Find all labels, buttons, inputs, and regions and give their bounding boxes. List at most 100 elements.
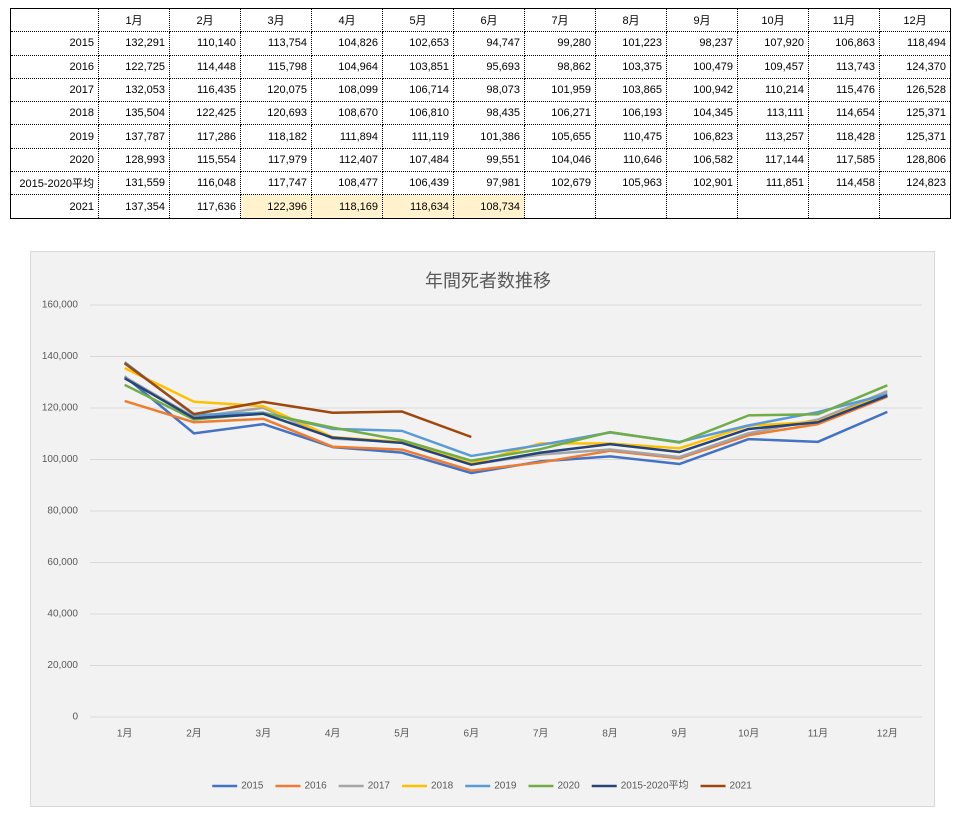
legend-label: 2015-2020平均 xyxy=(621,780,689,792)
y-tick-label: 100,000 xyxy=(42,454,79,465)
y-tick-label: 40,000 xyxy=(47,609,78,620)
data-table: 1月 2月 3月 4月 5月 6月 7月 8月 9月 10月 11月 12月 2015 132,291 11… xyxy=(10,7,951,219)
cell: 98,435 xyxy=(453,101,525,126)
legend-label: 2018 xyxy=(431,781,454,792)
x-tick-label: 6月 xyxy=(464,728,480,740)
cell: 110,214 xyxy=(737,77,809,103)
cell: 128,993 xyxy=(98,147,170,173)
legend-label: 2019 xyxy=(494,781,517,792)
empty-cell xyxy=(808,194,880,219)
x-tick-label: 7月 xyxy=(533,728,549,740)
cell: 99,551 xyxy=(453,147,525,173)
x-tick-label: 1月 xyxy=(117,728,133,740)
cell: 116,435 xyxy=(169,77,241,103)
x-tick-label: 5月 xyxy=(394,728,410,740)
cell: 100,479 xyxy=(666,54,738,79)
header-cell: 11月 xyxy=(808,7,880,33)
header-cell: 2月 xyxy=(169,7,241,33)
cell: 98,862 xyxy=(524,54,596,79)
cell: 101,959 xyxy=(524,77,596,103)
y-tick-label: 120,000 xyxy=(42,403,79,414)
x-tick-label: 8月 xyxy=(602,728,618,740)
cell: 106,863 xyxy=(808,31,880,56)
y-tick-label: 160,000 xyxy=(42,300,79,311)
x-tick-label: 4月 xyxy=(325,728,341,740)
series-line xyxy=(124,366,888,465)
header-cell: 6月 xyxy=(453,7,525,33)
cell: 126,528 xyxy=(879,77,951,103)
legend-label: 2017 xyxy=(368,781,391,792)
cell: 110,646 xyxy=(595,147,667,173)
series-line xyxy=(123,362,472,439)
cell: 109,457 xyxy=(737,54,809,79)
cell: 125,371 xyxy=(879,101,951,126)
table-row: 2020 128,993 115,554 117,979 112,407 107,484 9… xyxy=(10,147,951,173)
empty-cell xyxy=(737,194,809,219)
header-row: 1月 2月 3月 4月 5月 6月 7月 8月 9月 10月 11月 12月 xyxy=(10,7,951,33)
empty-cell xyxy=(595,194,667,219)
cell: 99,280 xyxy=(524,31,596,56)
cell: 137,354 xyxy=(98,194,170,219)
cell: 118,169 xyxy=(311,194,383,219)
chart-title: 年間死者数推移 xyxy=(425,271,551,291)
cell: 106,193 xyxy=(595,101,667,126)
header-cell: 7月 xyxy=(524,7,596,33)
table-row: 2016 122,725 114,448 115,798 104,964 103,851 9… xyxy=(10,54,951,79)
table-row: 2019 137,787 117,286 118,182 111,894 111,119 1… xyxy=(10,124,951,149)
empty-cell xyxy=(879,194,951,219)
cell: 118,634 xyxy=(382,194,454,219)
cell: 112,407 xyxy=(311,147,383,173)
cell: 115,476 xyxy=(808,77,880,103)
cell: 117,636 xyxy=(169,194,241,219)
cell: 98,073 xyxy=(453,77,525,103)
cell: 100,942 xyxy=(666,77,738,103)
series-line xyxy=(124,377,888,466)
cell: 113,257 xyxy=(737,124,809,149)
x-tick-label: 9月 xyxy=(672,728,688,740)
cell: 117,144 xyxy=(737,147,809,173)
x-tick-label: 3月 xyxy=(256,728,272,740)
header-cell: 12月 xyxy=(879,7,951,33)
cell: 108,477 xyxy=(311,171,383,196)
header-cell: 9月 xyxy=(666,7,738,33)
cell: 106,439 xyxy=(382,171,454,196)
cell: 97,981 xyxy=(453,171,525,196)
series-line xyxy=(124,395,888,472)
y-tick-label: 60,000 xyxy=(47,557,78,568)
y-tick-label: 140,000 xyxy=(42,351,79,362)
row-label: 2015 xyxy=(10,31,99,56)
cell: 94,747 xyxy=(453,31,525,56)
cell: 118,428 xyxy=(808,124,880,149)
x-tick-label: 2月 xyxy=(186,728,202,740)
legend-label: 2016 xyxy=(304,781,327,792)
x-tick-label: 10月 xyxy=(738,728,759,740)
cell: 111,894 xyxy=(311,124,383,149)
cell: 105,963 xyxy=(595,171,667,196)
legend-label: 2015 xyxy=(241,781,264,792)
y-tick-label: 20,000 xyxy=(47,660,78,671)
cell: 107,484 xyxy=(382,147,454,173)
legend-label: 2021 xyxy=(730,781,753,792)
cell: 117,585 xyxy=(808,147,880,173)
cell: 108,099 xyxy=(311,77,383,103)
empty-cell xyxy=(524,194,596,219)
cell: 104,345 xyxy=(666,101,738,126)
cell: 122,396 xyxy=(240,194,312,219)
cell: 122,425 xyxy=(169,101,241,126)
chart-area xyxy=(30,251,935,807)
legend-label: 2020 xyxy=(557,781,580,792)
cell: 113,754 xyxy=(240,31,312,56)
table-row: 2015-2020平均 131,559 116,048 117,747 108,477 1… xyxy=(10,171,951,196)
cell: 104,964 xyxy=(311,54,383,79)
header-cell: 4月 xyxy=(311,7,383,33)
cell: 104,826 xyxy=(311,31,383,56)
cell: 102,901 xyxy=(666,171,738,196)
table-row: 2021 137,354 117,636 122,396 118,169 118,634 1… xyxy=(10,194,951,219)
cell: 111,119 xyxy=(382,124,454,149)
x-tick-label: 11月 xyxy=(808,728,828,740)
cell: 114,458 xyxy=(808,171,880,196)
row-label: 2019 xyxy=(10,124,99,149)
y-tick-label: 0 xyxy=(72,712,78,723)
cell: 108,670 xyxy=(311,101,383,126)
